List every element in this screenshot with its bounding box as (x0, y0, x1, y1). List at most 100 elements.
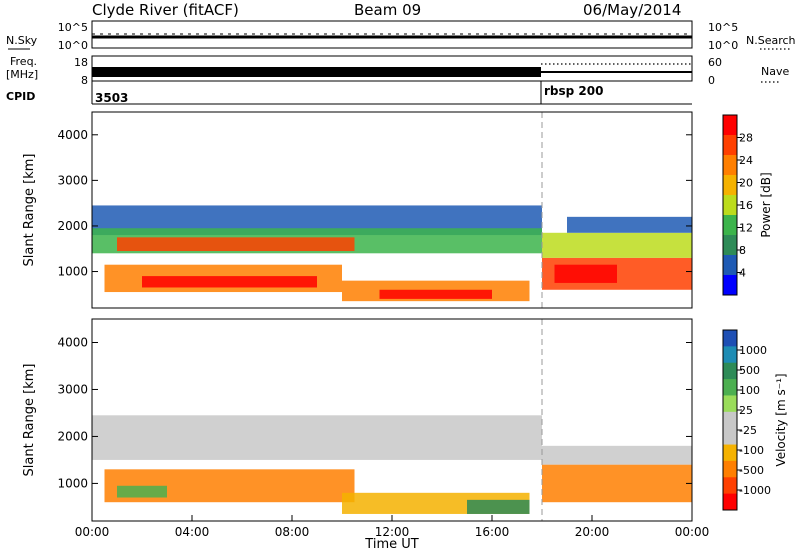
nsearch-tick-top: 10^5 (708, 21, 738, 34)
power-colorbar-cell (723, 235, 737, 256)
nsky-label: N.Sky (6, 34, 38, 47)
velocity-colorbar-cell (723, 444, 737, 462)
velocity-colorbar-cell (723, 330, 737, 347)
x-tick-label: 00:00 (675, 525, 710, 539)
power-ytick-label: 3000 (57, 173, 88, 187)
power-colorbar-cell (723, 175, 737, 196)
power-ylabel: Slant Range [km] (22, 154, 37, 267)
x-tick-label: 04:00 (175, 525, 210, 539)
figure-title: Clyde River (fitACF) (92, 1, 239, 19)
x-tick-label: 20:00 (575, 525, 610, 539)
nave-tick-bottom: 0 (708, 74, 715, 87)
freq-units: [MHz] (6, 68, 38, 81)
freq-panel: Freq. [MHz] 18 8 Nave 60 0 (6, 55, 789, 87)
velocity-ytick-label: 1000 (57, 476, 88, 490)
power-panel: 1000 2000 3000 4000 Slant Range [km] (22, 111, 693, 309)
power-colorbar-cell (723, 195, 737, 216)
velocity-heatmap (92, 319, 692, 521)
nsearch-label: N.Search (746, 34, 796, 47)
power-heatmap (92, 112, 692, 308)
power-colorbar-tick-label: 4 (739, 267, 746, 280)
velocity-colorbar-tick-label: -500 (739, 464, 764, 477)
nave-tick-top: 60 (708, 56, 722, 69)
power-colorbar-tick-label: 28 (739, 132, 753, 145)
power-band-9 (554, 264, 617, 283)
power-colorbar-tick-label: 16 (739, 199, 753, 212)
velocity-colorbar-tick-label: 1000 (739, 344, 767, 357)
velocity-colorbar-label: Velocity [m s⁻¹] (774, 373, 788, 466)
cpid-panel: CPID 3503 rbsp 200 (6, 81, 692, 105)
power-band-10 (542, 232, 692, 258)
velocity-panel: 1000 2000 3000 4000 00:00 04:00 08:00 12:00 16:… (22, 318, 710, 552)
nsearch-tick-bottom: 10^0 (708, 39, 738, 52)
power-colorbar-cell (723, 135, 737, 156)
time-axis-label: Time UT (364, 537, 418, 552)
velocity-band-3 (117, 485, 167, 498)
cpid-segment-2: rbsp 200 (544, 84, 603, 98)
power-colorbar-cell (723, 115, 737, 136)
velocity-band-5 (467, 499, 530, 514)
velocity-ytick-label: 3000 (57, 382, 88, 396)
cpid-segment-1: 3503 (95, 91, 128, 105)
velocity-band-6 (542, 464, 692, 503)
x-tick-label: 00:00 (75, 525, 110, 539)
power-ytick-label: 2000 (57, 219, 88, 233)
power-band-11 (567, 216, 692, 233)
velocity-ytick-label: 4000 (57, 335, 88, 349)
velocity-colorbar-cell (723, 428, 737, 446)
power-frame (91, 111, 693, 309)
velocity-colorbar-tick-label: 25 (739, 404, 753, 417)
velocity-ylabel: Slant Range [km] (22, 364, 37, 477)
power-colorbar-cell (723, 215, 737, 236)
power-y-axis: 1000 2000 3000 4000 (57, 128, 692, 279)
velocity-band-7 (542, 445, 692, 465)
nsky-panel: N.Sky 10^5 10^0 N.Search 10^5 10^0 (6, 20, 796, 52)
x-tick-label: 16:00 (475, 525, 510, 539)
x-tick-label: 08:00 (275, 525, 310, 539)
cpid-label: CPID (6, 90, 35, 103)
velocity-colorbar-cell (723, 346, 737, 364)
velocity-band-1 (92, 415, 542, 460)
velocity-colorbar-cell (723, 411, 737, 429)
velocity-colorbar-cell (723, 362, 737, 380)
power-band-3 (117, 237, 355, 252)
x-tick-label: 12:00 (375, 525, 410, 539)
velocity-y-axis: 1000 2000 3000 4000 (57, 335, 692, 490)
nsky-tick-top: 10^5 (58, 21, 88, 34)
power-colorbar-cell (723, 275, 737, 296)
power-colorbar-label: Power [dB] (759, 172, 773, 237)
date-label: 06/May/2014 (583, 1, 681, 19)
velocity-colorbar: 1000 500 100 25 -25 -100 -500 -1000 Velocity [m… (722, 329, 788, 511)
freq-label: Freq. (10, 55, 37, 68)
velocity-colorbar-cell (723, 460, 737, 478)
velocity-colorbar-tick-label: 500 (739, 364, 760, 377)
nave-label: Nave (761, 65, 789, 78)
power-band-5 (142, 276, 317, 288)
velocity-colorbar-cell (723, 395, 737, 413)
power-colorbar-tick-label: 8 (739, 244, 746, 257)
power-ytick-label: 1000 (57, 265, 88, 279)
beam-label: Beam 09 (354, 1, 421, 19)
velocity-colorbar-cell (723, 477, 737, 495)
power-colorbar-cell (723, 155, 737, 176)
velocity-colorbar-cell (723, 493, 737, 511)
velocity-colorbar-tick-label: -25 (739, 424, 757, 437)
velocity-colorbar-tick-label: -1000 (739, 484, 771, 497)
freq-trace (92, 67, 541, 77)
velocity-colorbar-tick-label: -100 (739, 444, 764, 457)
power-colorbar-tick-label: 24 (739, 154, 753, 167)
nsky-tick-bottom: 10^0 (58, 39, 88, 52)
power-ytick-label: 4000 (57, 128, 88, 142)
velocity-ytick-label: 2000 (57, 429, 88, 443)
velocity-colorbar-cell (723, 379, 737, 396)
freq-tick-top: 18 (74, 56, 88, 69)
velocity-x-axis: 00:00 04:00 08:00 12:00 16:00 20:00 00:00 (75, 515, 710, 539)
velocity-colorbar-tick-label: 100 (739, 384, 760, 397)
power-colorbar-cell (723, 255, 737, 276)
freq-tick-bottom: 8 (81, 74, 88, 87)
power-colorbar: 4 8 12 16 20 24 28 Power [dB] (722, 114, 773, 296)
power-colorbar-tick-label: 12 (739, 222, 753, 235)
power-band-7 (379, 289, 492, 299)
power-colorbar-tick-label: 20 (739, 177, 753, 190)
